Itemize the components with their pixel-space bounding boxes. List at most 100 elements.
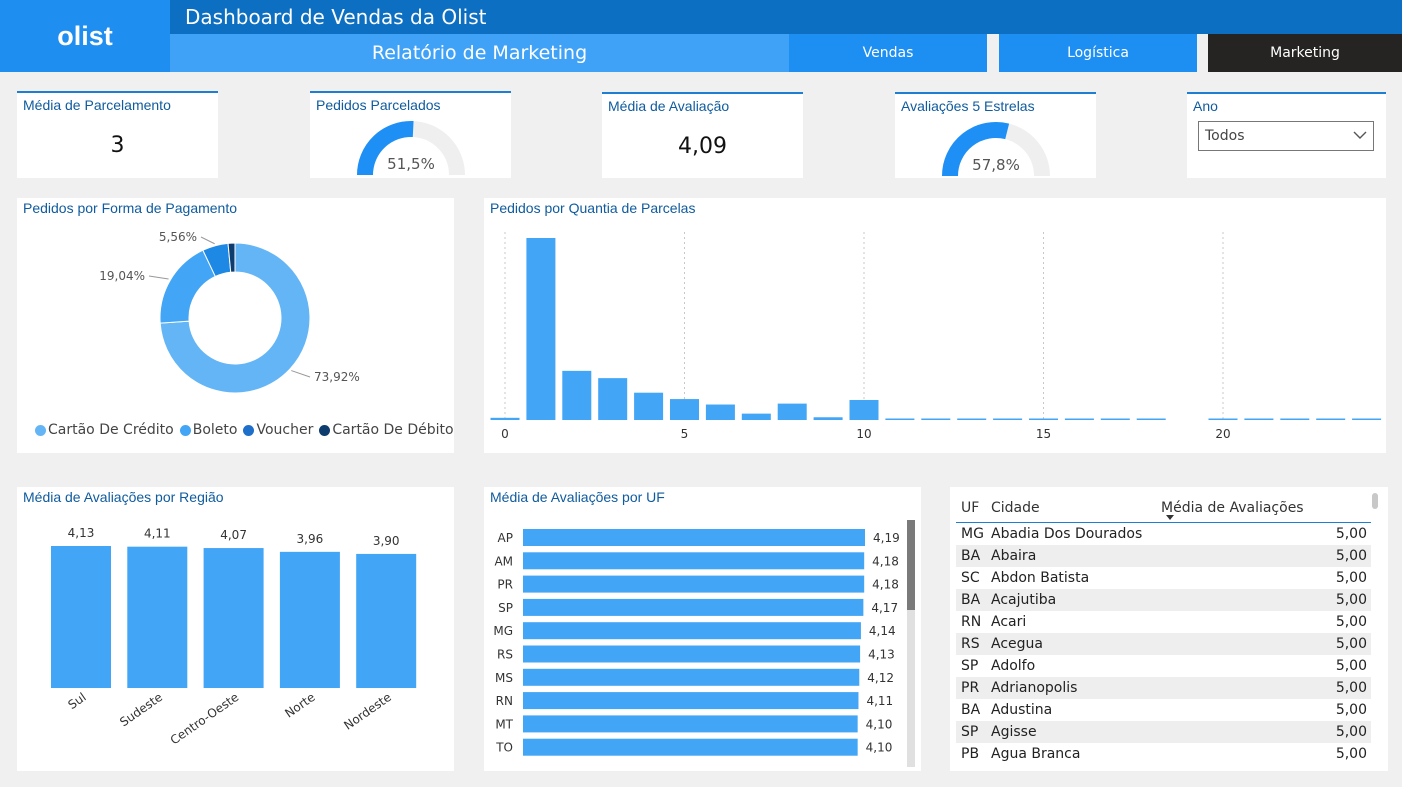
chart-card-avaliacoes-uf: Média de Avaliações por UF AP 4,19 AM 4,18 P…	[484, 487, 921, 771]
dashboard-title: Dashboard de Vendas da Olist	[170, 0, 1402, 34]
leader-line	[148, 275, 169, 280]
bar-parcelas-15[interactable]	[1029, 418, 1058, 421]
cell-media: 5,00	[1335, 526, 1367, 542]
bar-parcelas-11[interactable]	[885, 418, 915, 421]
bar-regiao-4[interactable]	[356, 553, 417, 688]
table-card-cidades: UF Cidade Média de Avaliações MG Abadia D…	[950, 487, 1388, 771]
bar-uf-AP[interactable]	[523, 529, 865, 546]
bar-parcelas-16[interactable]	[1064, 418, 1094, 421]
bar-parcelas-6[interactable]	[705, 404, 735, 420]
bar-parcelas-12[interactable]	[921, 418, 951, 421]
nav-button-logistica[interactable]: Logística	[999, 34, 1197, 72]
bar-parcelas-13[interactable]	[957, 418, 987, 421]
cell-uf: MG	[961, 526, 984, 542]
kpi-card-media-avaliacao: Média de Avaliação 4,09	[602, 92, 803, 178]
chart-legend: Cartão De Crédito Boleto Voucher Cartão …	[35, 422, 454, 438]
cell-uf: BA	[961, 592, 981, 608]
bar-parcelas-20[interactable]	[1208, 418, 1238, 421]
bar-parcelas-17[interactable]	[1100, 418, 1130, 421]
nav-button-marketing[interactable]: Marketing	[1208, 34, 1402, 72]
x-tick-label: 15	[1036, 427, 1051, 441]
table-row[interactable]: SP Agisse 5,00	[956, 721, 1371, 743]
y-category-label: SP	[498, 601, 513, 615]
bar-parcelas-18[interactable]	[1136, 418, 1166, 421]
bar-parcelas-23[interactable]	[1316, 418, 1346, 421]
chart-scrollbar-thumb[interactable]	[907, 520, 915, 610]
bar-regiao-0[interactable]	[51, 546, 111, 688]
bar-uf-RN[interactable]	[523, 692, 859, 710]
bar-parcelas-10[interactable]	[849, 399, 879, 420]
bar-uf-MT[interactable]	[523, 715, 858, 733]
table-row[interactable]: BA Acajutiba 5,00	[956, 589, 1371, 611]
y-category-label: TO	[495, 741, 513, 755]
table-row[interactable]: MG Abadia Dos Dourados 5,00	[956, 523, 1371, 545]
bar-uf-SP[interactable]	[523, 598, 864, 616]
gauge-value: 51,5%	[387, 155, 435, 173]
bar-parcelas-24[interactable]	[1352, 418, 1382, 421]
bar-uf-RS[interactable]	[523, 645, 861, 663]
table-row[interactable]: RS Acegua 5,00	[956, 633, 1371, 655]
bar-parcelas-7[interactable]	[741, 413, 771, 420]
chart-card-avaliacoes-regiao: Média de Avaliações por Região 4,13 Sul 4,…	[17, 487, 454, 771]
bar-parcelas-5[interactable]	[670, 399, 699, 420]
table-row[interactable]: PR Adrianopolis 5,00	[956, 677, 1371, 699]
legend-item-boleto[interactable]: Boleto	[179, 422, 237, 438]
bar-data-label: 4,14	[869, 624, 896, 638]
bar-regiao-3[interactable]	[279, 551, 340, 688]
bar-uf-TO[interactable]	[523, 738, 858, 756]
bar-data-label: 3,90	[373, 534, 400, 548]
bar-parcelas-9[interactable]	[813, 417, 843, 420]
bar-parcelas-14[interactable]	[993, 418, 1023, 421]
bar-uf-MG[interactable]	[523, 622, 861, 640]
bar-data-label: 4,19	[873, 531, 900, 545]
table-row[interactable]: SC Abdon Batista 5,00	[956, 567, 1371, 589]
bar-regiao-2[interactable]	[203, 548, 264, 688]
table-row[interactable]: SP Adolfo 5,00	[956, 655, 1371, 677]
cell-uf: BA	[961, 548, 981, 564]
ano-dropdown[interactable]: Todos	[1198, 121, 1374, 151]
donut-slice-0[interactable]	[159, 242, 311, 394]
column-header-cidade[interactable]: Cidade	[991, 499, 1040, 516]
chart-title: Pedidos por Quantia de Parcelas	[490, 200, 696, 216]
column-header-uf[interactable]: UF	[961, 499, 980, 516]
bar-parcelas-4[interactable]	[634, 392, 664, 420]
cell-uf: PB	[961, 746, 980, 762]
table-row[interactable]: BA Abaira 5,00	[956, 545, 1371, 567]
bar-regiao-1[interactable]	[127, 546, 188, 688]
bar-parcelas-22[interactable]	[1280, 418, 1310, 421]
bar-parcelas-2[interactable]	[562, 370, 592, 420]
x-category-label: Norte	[282, 690, 317, 721]
legend-item-debito[interactable]: Cartão De Débito	[319, 422, 454, 438]
bar-parcelas-8[interactable]	[777, 403, 807, 420]
cell-cidade: Abaira	[991, 548, 1037, 564]
y-category-label: MS	[495, 671, 513, 685]
chart-scrollbar-track[interactable]	[907, 520, 915, 767]
gauge-value: 57,8%	[972, 156, 1020, 174]
legend-dot	[179, 424, 191, 436]
legend-dot	[319, 424, 331, 436]
bar-parcelas-0[interactable]	[490, 417, 520, 420]
bar-data-label: 4,10	[866, 741, 893, 755]
bar-parcelas-21[interactable]	[1244, 418, 1274, 421]
column-header-media[interactable]: Média de Avaliações	[1161, 499, 1304, 516]
legend-item-credito[interactable]: Cartão De Crédito	[35, 422, 174, 438]
donut-slice-1[interactable]	[159, 249, 216, 324]
table-row[interactable]: RN Acari 5,00	[956, 611, 1371, 633]
legend-item-voucher[interactable]: Voucher	[243, 422, 313, 438]
ano-selected-value: Todos	[1205, 128, 1245, 144]
nav-button-vendas[interactable]: Vendas	[789, 34, 987, 72]
table-scrollbar[interactable]	[1372, 493, 1378, 509]
bar-parcelas-1[interactable]	[526, 238, 556, 420]
kpi-title: Pedidos Parcelados	[316, 97, 441, 113]
table-row[interactable]: PB Agua Branca 5,00	[956, 743, 1371, 765]
table-row[interactable]: BA Adustina 5,00	[956, 699, 1371, 721]
bar-uf-MS[interactable]	[523, 668, 860, 686]
bar-parcelas-3[interactable]	[598, 378, 628, 420]
chevron-down-icon	[1353, 131, 1367, 139]
donut-slice-3[interactable]	[227, 242, 236, 273]
bar-uf-PR[interactable]	[523, 575, 865, 593]
bar-data-label: 4,11	[866, 694, 893, 708]
cell-media: 5,00	[1335, 746, 1367, 762]
bar-data-label: 4,17	[871, 601, 898, 615]
bar-uf-AM[interactable]	[523, 552, 865, 570]
